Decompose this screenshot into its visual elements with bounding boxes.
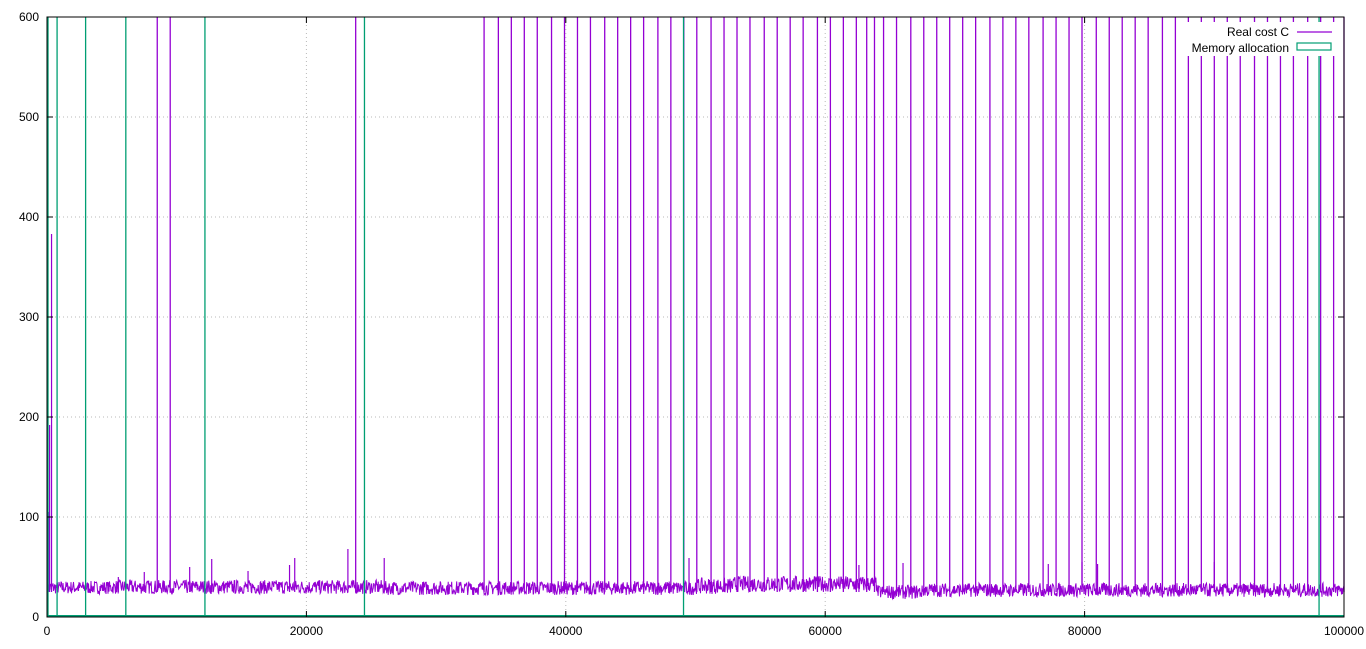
- x-tick-label: 20000: [290, 624, 324, 638]
- y-tick-label: 500: [19, 110, 39, 124]
- series-real-cost-c: [46, 17, 1345, 601]
- grid-lines: [47, 17, 1344, 617]
- legend-swatch-memory-allocation: [1296, 42, 1332, 51]
- x-tick-labels: 0 20000 40000 60000 80000 100000: [44, 624, 1365, 638]
- x-tick-label: 0: [44, 624, 51, 638]
- x-tick-label: 60000: [809, 624, 843, 638]
- real-cost-c-line: [46, 574, 1345, 601]
- x-tick-label: 100000: [1324, 624, 1364, 638]
- legend-label-real-cost-c: Real cost C: [1227, 25, 1289, 39]
- legend-label-memory-allocation: Memory allocation: [1192, 41, 1289, 55]
- y-tick-label: 400: [19, 210, 39, 224]
- legend: Real cost C Memory allocation: [1180, 22, 1340, 56]
- plot-data: [46, 17, 1345, 617]
- y-tick-label: 100: [19, 510, 39, 524]
- axis-ticks: [46, 16, 1345, 618]
- y-tick-label: 0: [32, 610, 39, 624]
- y-tick-labels: 0 100 200 300 400 500 600: [19, 10, 39, 624]
- y-tick-label: 600: [19, 10, 39, 24]
- x-tick-label: 80000: [1068, 624, 1102, 638]
- y-tick-label: 200: [19, 410, 39, 424]
- y-tick-label: 300: [19, 310, 39, 324]
- x-tick-label: 40000: [549, 624, 583, 638]
